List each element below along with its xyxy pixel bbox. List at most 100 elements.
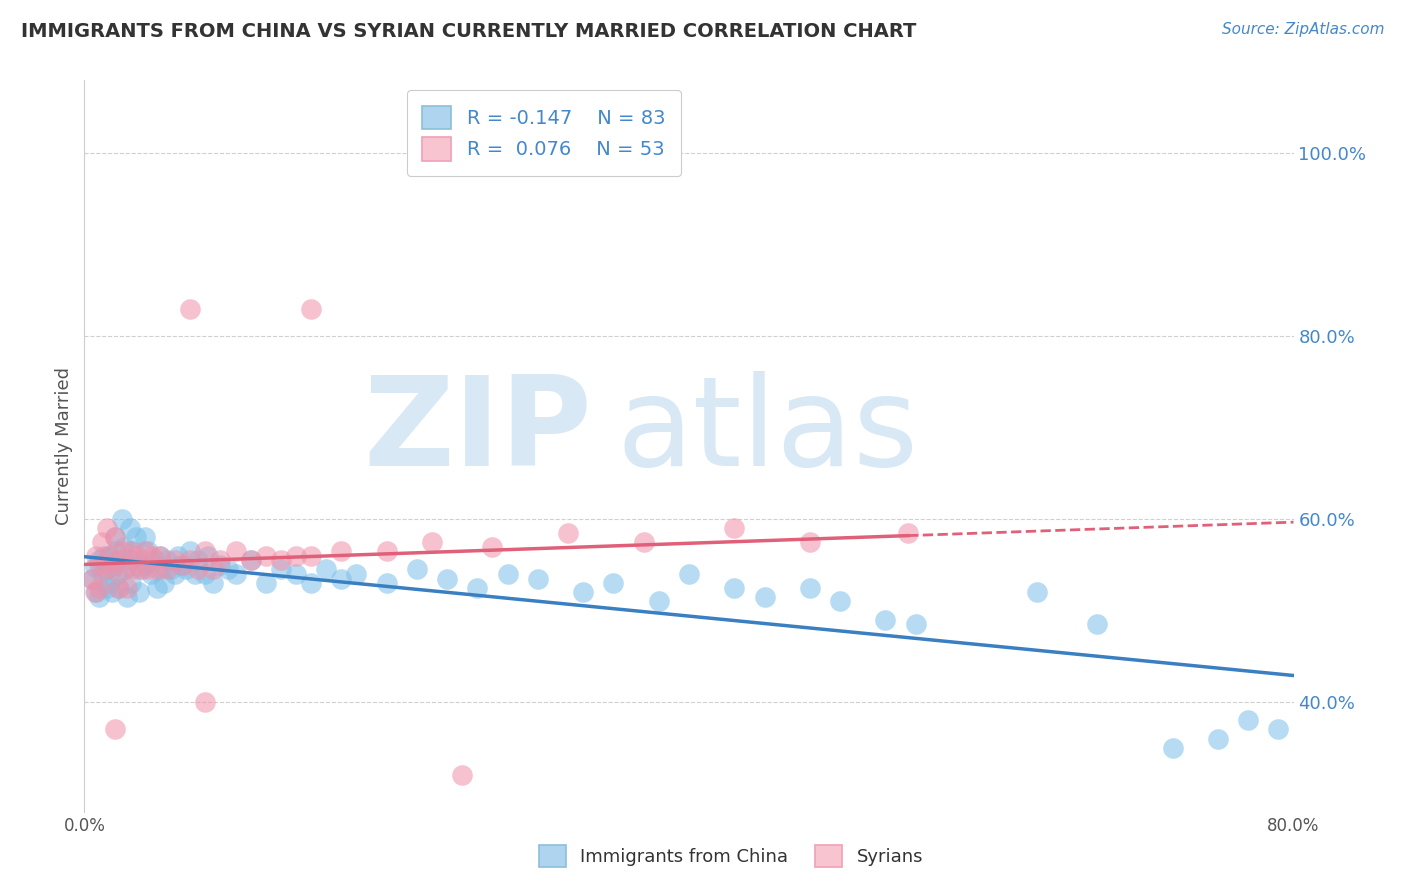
Text: IMMIGRANTS FROM CHINA VS SYRIAN CURRENTLY MARRIED CORRELATION CHART: IMMIGRANTS FROM CHINA VS SYRIAN CURRENTL…: [21, 22, 917, 41]
Point: [187, 562, 209, 576]
Point: [84, 559, 107, 574]
Point: [194, 695, 217, 709]
Point: [156, 553, 179, 567]
Point: [115, 581, 138, 595]
Point: [201, 576, 224, 591]
Point: [150, 562, 173, 576]
Point: [346, 567, 368, 582]
Point: [136, 544, 159, 558]
Point: [156, 562, 179, 576]
Point: [89, 553, 111, 567]
Point: [375, 544, 398, 558]
Point: [100, 585, 122, 599]
Point: [174, 562, 197, 576]
Point: [172, 558, 194, 572]
Point: [134, 544, 156, 558]
Point: [89, 590, 111, 604]
Point: [830, 594, 852, 608]
Point: [179, 553, 201, 567]
Point: [1085, 617, 1108, 632]
Point: [89, 581, 111, 595]
Point: [94, 562, 117, 576]
Point: [285, 567, 308, 582]
Point: [1161, 740, 1184, 755]
Point: [108, 581, 131, 595]
Point: [96, 581, 118, 595]
Point: [723, 581, 745, 595]
Point: [121, 562, 143, 576]
Point: [80, 572, 103, 586]
Point: [159, 562, 181, 576]
Point: [104, 723, 127, 737]
Point: [270, 562, 292, 576]
Text: ZIP: ZIP: [364, 371, 592, 491]
Point: [89, 558, 111, 572]
Point: [118, 553, 141, 567]
Point: [225, 544, 247, 558]
Point: [270, 553, 292, 567]
Point: [723, 521, 745, 535]
Text: Source: ZipAtlas.com: Source: ZipAtlas.com: [1222, 22, 1385, 37]
Point: [572, 585, 595, 599]
Point: [105, 544, 128, 558]
Point: [111, 544, 134, 558]
Point: [134, 530, 156, 544]
Point: [97, 549, 120, 563]
Point: [100, 562, 122, 576]
Point: [125, 530, 148, 544]
Point: [141, 549, 163, 563]
Point: [239, 553, 262, 567]
Point: [80, 572, 103, 586]
Point: [225, 567, 247, 582]
Point: [97, 549, 120, 563]
Point: [406, 562, 429, 576]
Point: [209, 558, 232, 572]
Point: [209, 553, 232, 567]
Point: [96, 562, 118, 576]
Point: [285, 549, 308, 563]
Point: [104, 558, 127, 572]
Point: [217, 562, 239, 576]
Point: [165, 567, 187, 582]
Point: [121, 544, 143, 558]
Y-axis label: Currently Married: Currently Married: [55, 367, 73, 525]
Point: [153, 576, 176, 591]
Point: [299, 576, 322, 591]
Point: [187, 553, 209, 567]
Point: [111, 512, 134, 526]
Point: [115, 590, 138, 604]
Point: [114, 562, 136, 576]
Point: [633, 535, 655, 549]
Point: [112, 540, 135, 554]
Point: [1267, 723, 1289, 737]
Point: [107, 581, 129, 595]
Point: [678, 567, 700, 582]
Point: [84, 585, 107, 599]
Point: [118, 521, 141, 535]
Point: [93, 549, 115, 563]
Point: [86, 585, 108, 599]
Point: [1025, 585, 1047, 599]
Point: [557, 525, 579, 540]
Point: [194, 544, 217, 558]
Point: [420, 535, 443, 549]
Point: [1237, 714, 1260, 728]
Point: [201, 562, 224, 576]
Point: [315, 562, 337, 576]
Point: [104, 530, 127, 544]
Point: [875, 613, 897, 627]
Point: [254, 576, 277, 591]
Point: [146, 562, 169, 576]
Legend: R = -0.147    N = 83, R =  0.076    N = 53: R = -0.147 N = 83, R = 0.076 N = 53: [406, 90, 681, 177]
Point: [131, 562, 153, 576]
Point: [451, 768, 474, 782]
Point: [134, 558, 156, 572]
Point: [142, 553, 165, 567]
Point: [754, 590, 776, 604]
Point: [904, 617, 927, 632]
Point: [139, 567, 162, 582]
Point: [299, 549, 322, 563]
Point: [127, 558, 149, 572]
Point: [149, 549, 172, 563]
Text: atlas: atlas: [616, 371, 918, 491]
